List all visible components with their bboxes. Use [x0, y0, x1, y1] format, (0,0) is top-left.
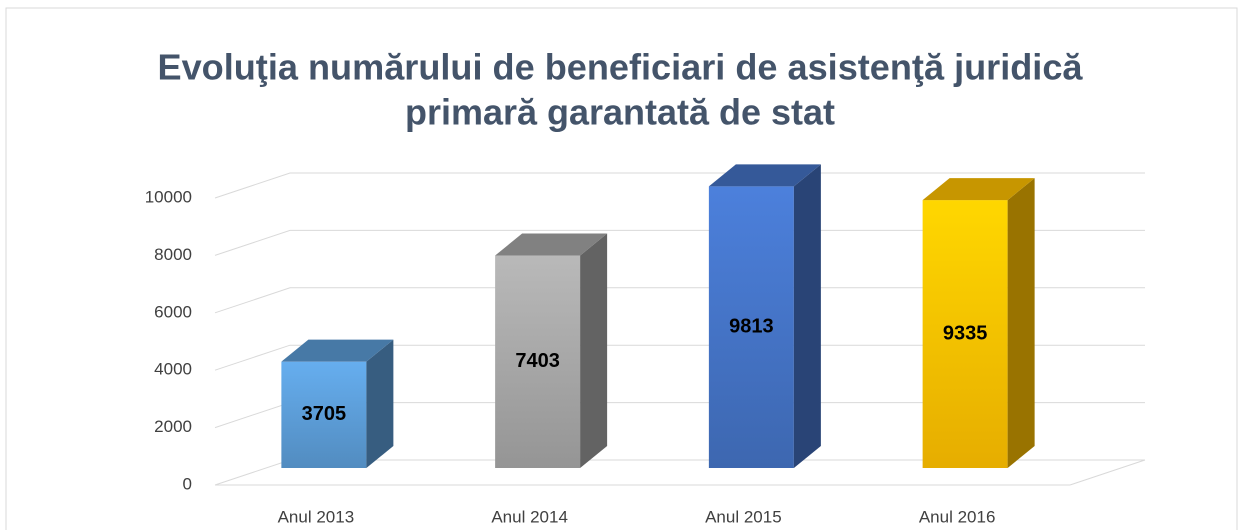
bar-side: [1007, 178, 1035, 468]
y-tick-label: 2000: [154, 417, 192, 436]
chart-title: Evoluţia numărului de beneficiari de asi…: [158, 47, 1084, 88]
bar: [708, 186, 794, 469]
chart-title: primară garantată de stat: [405, 92, 835, 133]
value-label: 9335: [943, 322, 988, 344]
x-tick-label: Anul 2016: [919, 507, 996, 526]
chart-border: [5, 7, 1238, 530]
x-tick-label: Anul 2013: [278, 507, 355, 526]
bar-top: [708, 164, 821, 187]
grid-line: [214, 287, 1145, 314]
x-tick-label: Anul 2015: [705, 507, 782, 526]
y-tick-label: 4000: [154, 360, 192, 379]
bar-top: [281, 339, 394, 362]
grid-line: [214, 172, 1145, 199]
y-tick-label: 0: [183, 474, 192, 493]
bar-side: [793, 164, 821, 469]
y-tick-label: 10000: [145, 187, 192, 206]
bar-top: [922, 178, 1035, 201]
grid-line: [214, 344, 1145, 371]
bar: [495, 255, 581, 468]
y-tick-label: 8000: [154, 245, 192, 264]
bar: [281, 361, 367, 468]
y-tick-label: 6000: [154, 302, 192, 321]
value-label: 7403: [515, 350, 560, 372]
value-label: 3705: [302, 403, 347, 425]
bar-side: [366, 339, 394, 468]
bar-side: [580, 233, 608, 468]
floor-line: [1069, 459, 1146, 486]
x-tick-label: Anul 2014: [491, 507, 568, 526]
bar-top: [495, 233, 608, 256]
grid-line: [214, 229, 1145, 256]
bar: [922, 200, 1008, 468]
value-label: 9813: [729, 315, 774, 337]
